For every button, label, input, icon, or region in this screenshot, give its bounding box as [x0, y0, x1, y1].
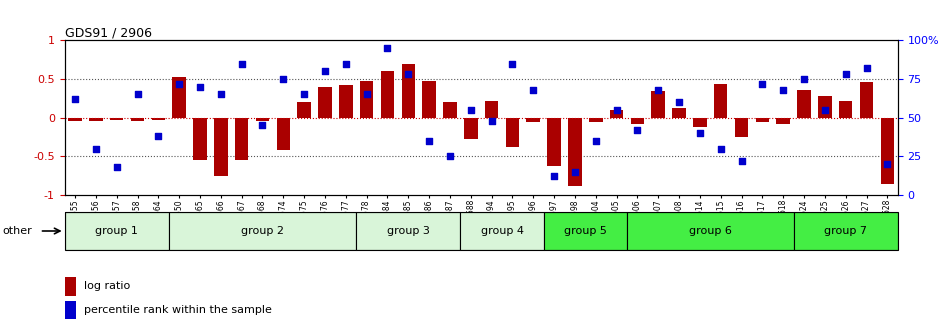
Point — [338, 61, 353, 66]
Point — [255, 123, 270, 128]
Bar — [860, 82, 873, 118]
Bar — [755, 118, 770, 122]
Point — [734, 158, 750, 164]
Point — [609, 107, 624, 113]
Bar — [714, 84, 728, 118]
Bar — [505, 118, 520, 147]
Point — [775, 87, 790, 92]
Bar — [818, 96, 831, 118]
Point — [296, 92, 312, 97]
Point — [193, 84, 208, 89]
Point — [588, 138, 603, 143]
Point — [317, 69, 332, 74]
Bar — [131, 118, 144, 122]
Point — [880, 161, 895, 167]
Text: group 3: group 3 — [387, 226, 429, 236]
Point — [504, 61, 520, 66]
Text: percentile rank within the sample: percentile rank within the sample — [84, 305, 272, 315]
Bar — [443, 102, 457, 118]
Point — [276, 76, 291, 82]
Bar — [776, 118, 790, 124]
Bar — [193, 118, 207, 160]
Point — [151, 133, 166, 139]
Bar — [318, 87, 332, 118]
Point — [213, 92, 228, 97]
Point — [546, 174, 561, 179]
Point — [401, 72, 416, 77]
Bar — [214, 118, 228, 175]
Text: group 6: group 6 — [689, 226, 732, 236]
Bar — [89, 118, 103, 122]
Point — [672, 99, 687, 105]
Bar — [235, 118, 248, 160]
Point — [525, 87, 541, 92]
Point — [464, 107, 479, 113]
Bar — [65, 212, 169, 250]
Text: group 4: group 4 — [481, 226, 523, 236]
Point — [630, 127, 645, 133]
Point — [88, 146, 104, 151]
Bar — [589, 118, 602, 122]
Point — [234, 61, 249, 66]
Bar — [652, 91, 665, 118]
Bar — [297, 102, 311, 118]
Text: group 1: group 1 — [95, 226, 138, 236]
Bar — [360, 81, 373, 118]
Point — [838, 72, 853, 77]
Bar — [568, 118, 581, 185]
Point — [754, 81, 770, 86]
Point — [130, 92, 145, 97]
Point — [172, 81, 187, 86]
Point — [484, 118, 499, 123]
Bar — [356, 212, 461, 250]
Bar — [169, 212, 356, 250]
Point — [859, 66, 874, 71]
Point — [567, 169, 582, 174]
Text: GDS91 / 2906: GDS91 / 2906 — [65, 26, 152, 39]
Bar — [68, 118, 82, 122]
Point — [422, 138, 437, 143]
Bar — [547, 118, 560, 166]
Point — [817, 107, 832, 113]
Point — [443, 154, 458, 159]
Bar — [172, 77, 186, 118]
Bar — [543, 212, 627, 250]
Bar — [381, 71, 394, 118]
Bar — [881, 118, 894, 184]
Point — [67, 96, 83, 102]
Bar — [339, 85, 352, 118]
Bar — [152, 118, 165, 120]
Point — [109, 164, 124, 170]
Bar — [484, 100, 499, 118]
Bar — [526, 118, 540, 122]
Text: group 2: group 2 — [241, 226, 284, 236]
Bar — [673, 108, 686, 118]
Bar — [797, 90, 810, 118]
Bar — [839, 100, 852, 118]
Bar — [402, 64, 415, 118]
Bar — [793, 212, 898, 250]
Point — [651, 87, 666, 92]
Text: log ratio: log ratio — [84, 282, 130, 291]
Point — [796, 76, 811, 82]
Point — [380, 45, 395, 51]
Text: group 5: group 5 — [564, 226, 607, 236]
Bar — [631, 118, 644, 124]
Bar — [423, 81, 436, 118]
Bar — [610, 110, 623, 118]
Bar — [627, 212, 793, 250]
Bar — [461, 212, 543, 250]
Bar — [464, 118, 478, 139]
Text: other: other — [2, 226, 31, 236]
Bar — [256, 118, 269, 121]
Bar — [110, 118, 124, 120]
Bar — [694, 118, 707, 127]
Point — [713, 146, 729, 151]
Bar — [276, 118, 290, 150]
Point — [359, 92, 374, 97]
Point — [693, 130, 708, 136]
Text: group 7: group 7 — [825, 226, 867, 236]
Bar — [734, 118, 749, 137]
